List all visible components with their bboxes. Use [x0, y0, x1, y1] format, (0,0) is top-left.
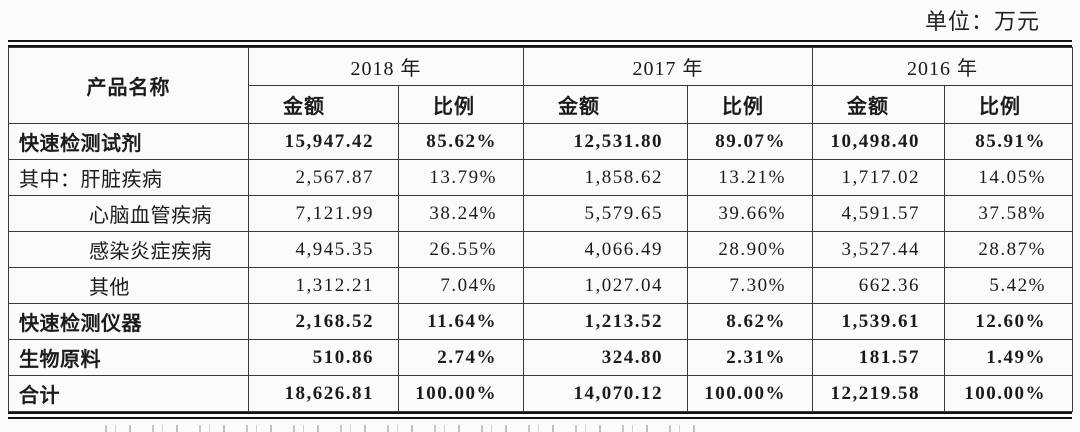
amount-cell: 181.57	[812, 339, 945, 376]
ratio-cell: 13.79%	[398, 159, 524, 196]
year-header-2018: 2018 年	[248, 47, 524, 86]
product-name-cell: 合计	[8, 375, 249, 412]
amount-cell: 1,539.61	[812, 303, 945, 340]
ratio-cell: 5.42%	[944, 267, 1073, 304]
year-header-2016: 2016 年	[812, 47, 1073, 86]
product-name-cell: 其他	[8, 267, 249, 304]
amount-cell: 4,066.49	[523, 231, 688, 268]
ratio-cell: 8.62%	[687, 303, 813, 340]
unit-label: 单位：万元	[924, 9, 1040, 34]
amount-cell: 12,219.58	[812, 375, 945, 412]
product-name-cell: 生物原料	[8, 339, 249, 376]
ratio-cell: 11.64%	[398, 303, 524, 340]
product-name-cell: 心脑血管疾病	[8, 195, 249, 232]
ratio-cell: 7.04%	[398, 267, 524, 304]
ratio-header-2016: 比例	[944, 85, 1073, 124]
table-header: 产品名称 2018 年 2017 年 2016 年 金额 比例 金额 比例 金额…	[8, 47, 1073, 124]
amount-cell: 1,312.21	[248, 267, 399, 304]
product-name-cell: 其中：肝脏疾病	[8, 159, 249, 196]
ratio-cell: 85.62%	[398, 123, 524, 160]
table-row: 其他 1,312.21 7.04% 1,027.04 7.30% 662.36 5.42%	[8, 267, 1073, 304]
amount-cell: 1,027.04	[523, 267, 688, 304]
ratio-cell: 14.05%	[944, 159, 1073, 196]
ratio-cell: 85.91%	[944, 123, 1073, 160]
year-header-2017: 2017 年	[523, 47, 813, 86]
amount-cell: 7,121.99	[248, 195, 399, 232]
amount-cell: 2,168.52	[248, 303, 399, 340]
table-row: 快速检测仪器 2,168.52 11.64% 1,213.52 8.62% 1,539.6…	[8, 303, 1073, 340]
amount-cell: 2,567.87	[248, 159, 399, 196]
amount-cell: 5,579.65	[523, 195, 688, 232]
product-name-cell: 快速检测仪器	[8, 303, 249, 340]
ratio-header-2018: 比例	[398, 85, 524, 124]
ratio-cell: 1.49%	[944, 339, 1073, 376]
amount-cell: 14,070.12	[523, 375, 688, 412]
ratio-cell: 13.21%	[687, 159, 813, 196]
amount-cell: 15,947.42	[248, 123, 399, 160]
amount-cell: 1,213.52	[523, 303, 688, 340]
ratio-cell: 37.58%	[944, 195, 1073, 232]
ratio-cell: 26.55%	[398, 231, 524, 268]
table-row: 合计 18,626.81 100.00% 14,070.12 100.00% 12,219…	[8, 375, 1073, 412]
amount-cell: 12,531.80	[523, 123, 688, 160]
amount-cell: 510.86	[248, 339, 399, 376]
ratio-cell: 89.07%	[687, 123, 813, 160]
ratio-cell: 100.00%	[687, 375, 813, 412]
amount-cell: 3,527.44	[812, 231, 945, 268]
amount-cell: 662.36	[812, 267, 945, 304]
ratio-header-2017: 比例	[687, 85, 813, 124]
cutoff-text-fragment	[95, 425, 705, 432]
ratio-cell: 7.30%	[687, 267, 813, 304]
ratio-cell: 28.87%	[944, 231, 1073, 268]
amount-header-2018: 金额	[248, 85, 399, 124]
table-row: 其中：肝脏疾病 2,567.87 13.79% 1,858.62 13.21% 1,717…	[8, 159, 1073, 196]
ratio-cell: 2.31%	[687, 339, 813, 376]
table-body: 快速检测试剂 15,947.42 85.62% 12,531.80 89.07% 10,4…	[8, 123, 1073, 412]
amount-cell: 18,626.81	[248, 375, 399, 412]
amount-cell: 1,858.62	[523, 159, 688, 196]
ratio-cell: 100.00%	[398, 375, 524, 412]
amount-header-2017: 金额	[523, 85, 688, 124]
amount-header-2016: 金额	[812, 85, 945, 124]
table-row: 快速检测试剂 15,947.42 85.62% 12,531.80 89.07% 10,4…	[8, 123, 1073, 160]
product-name-cell: 感染炎症疾病	[8, 231, 249, 268]
table-row: 生物原料 510.86 2.74% 324.80 2.31% 181.57 1.49%	[8, 339, 1073, 376]
ratio-cell: 12.60%	[944, 303, 1073, 340]
table-row: 感染炎症疾病 4,945.35 26.55% 4,066.49 28.90% 3,527.…	[8, 231, 1073, 268]
table-row: 心脑血管疾病 7,121.99 38.24% 5,579.65 39.66% 4,591.…	[8, 195, 1073, 232]
revenue-breakdown-table: 产品名称 2018 年 2017 年 2016 年 金额 比例 金额 比例 金额…	[8, 47, 1073, 412]
amount-cell: 324.80	[523, 339, 688, 376]
top-double-rule	[8, 40, 1072, 47]
ratio-cell: 28.90%	[687, 231, 813, 268]
amount-cell: 4,945.35	[248, 231, 399, 268]
product-name-cell: 快速检测试剂	[8, 123, 249, 160]
product-name-header: 产品名称	[8, 47, 249, 124]
amount-cell: 4,591.57	[812, 195, 945, 232]
amount-cell: 10,498.40	[812, 123, 945, 160]
revenue-table: 产品名称 2018 年 2017 年 2016 年 金额 比例 金额 比例 金额…	[8, 40, 1073, 419]
ratio-cell: 39.66%	[687, 195, 813, 232]
bottom-double-rule	[8, 412, 1072, 419]
ratio-cell: 100.00%	[944, 375, 1073, 412]
amount-cell: 1,717.02	[812, 159, 945, 196]
ratio-cell: 2.74%	[398, 339, 524, 376]
ratio-cell: 38.24%	[398, 195, 524, 232]
